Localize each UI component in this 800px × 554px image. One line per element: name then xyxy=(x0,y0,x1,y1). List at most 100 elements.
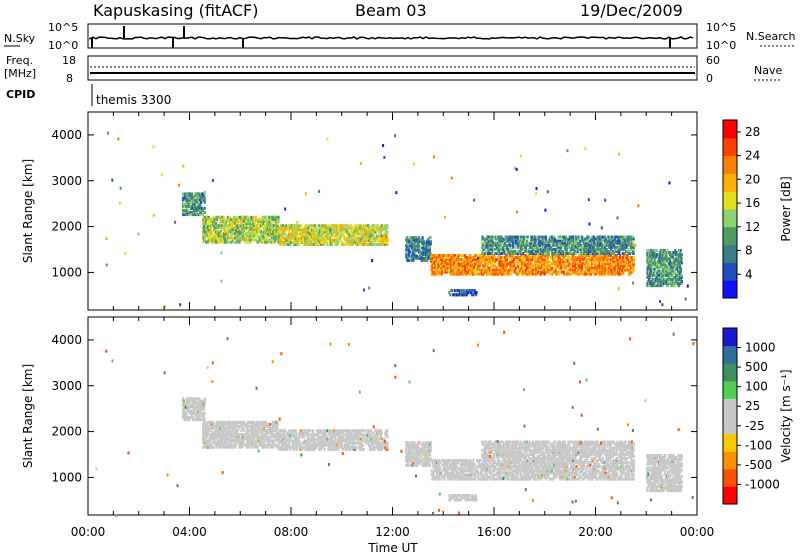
power-echo-cell xyxy=(607,264,610,268)
velocity-echo-cell xyxy=(181,397,185,401)
power-echo-speck xyxy=(119,186,122,190)
power-echo-cell xyxy=(619,243,622,247)
power-echo-cell xyxy=(542,258,545,262)
power-echo-cell xyxy=(410,246,413,250)
power-echo-cell xyxy=(548,250,551,253)
power-echo-cell xyxy=(339,230,343,234)
power-echo-cell xyxy=(589,239,592,243)
power-echo-cell xyxy=(673,280,676,283)
power-echo-cell xyxy=(680,275,683,279)
power-echo-cell xyxy=(343,236,346,240)
power-echo-cell xyxy=(578,268,581,272)
power-echo-cell xyxy=(354,240,357,244)
power-echo-cell xyxy=(233,240,236,244)
power-echo-cell xyxy=(454,264,457,268)
power-echo-cell xyxy=(542,266,546,270)
power-echo-cell xyxy=(629,272,633,276)
velocity-echo-cell xyxy=(252,441,255,445)
power-echo-cell xyxy=(226,217,229,221)
power-echo-cell xyxy=(484,239,487,243)
freq-tick-high: 18 xyxy=(62,54,76,67)
velocity-echo-cell xyxy=(238,420,241,424)
power-echo-cell xyxy=(497,243,500,247)
power-echo-cell xyxy=(521,258,524,262)
power-echo-cell xyxy=(444,270,447,274)
power-echo-cell xyxy=(326,234,329,238)
power-echo-cell xyxy=(623,245,626,249)
power-echo-cell xyxy=(659,263,662,267)
power-echo-cell xyxy=(434,256,437,260)
power-echo-cell xyxy=(564,266,567,270)
power-echo-cell xyxy=(370,240,373,244)
power-echo-cell xyxy=(548,272,551,276)
power-echo-cell xyxy=(459,254,462,258)
power-echo-cell xyxy=(625,235,628,239)
power-echo-cell xyxy=(546,260,549,264)
power-echo-cell xyxy=(676,265,679,269)
velocity-echo-cell xyxy=(223,443,226,447)
velocity-echo-cell xyxy=(195,416,198,419)
power-echo-cell xyxy=(492,237,495,241)
power-echo-cell xyxy=(600,258,603,262)
power-echo-cell xyxy=(378,242,381,246)
power-echo-cell xyxy=(543,258,546,262)
power-echo-cell xyxy=(222,224,225,228)
power-echo-cell xyxy=(602,268,605,272)
power-echo-cell xyxy=(596,247,599,251)
power-echo-cell xyxy=(460,260,463,264)
power-echo-cell xyxy=(560,262,563,266)
power-echo-cell xyxy=(441,270,444,274)
power-echo-cell xyxy=(540,270,543,274)
velocity-echo-cell xyxy=(224,420,227,424)
power-echo-cell xyxy=(533,241,537,245)
power-echo-cell xyxy=(420,254,423,258)
power-echo-cell xyxy=(519,258,522,262)
power-echo-cell xyxy=(271,238,274,242)
power-echo-cell xyxy=(494,237,498,241)
power-echo-cell xyxy=(546,262,549,266)
velocity-echo-cell xyxy=(268,437,271,441)
power-echo-cell xyxy=(678,280,681,283)
velocity-echo-cell xyxy=(217,422,220,426)
power-echo-cell xyxy=(426,258,429,262)
power-echo-cell xyxy=(206,224,209,228)
power-echo-cell xyxy=(671,263,674,267)
power-echo-cell xyxy=(321,226,324,230)
power-echo-cell xyxy=(343,226,346,230)
power-echo-cell xyxy=(426,240,429,244)
power-echo-cell xyxy=(262,234,265,238)
power-echo-cell xyxy=(407,248,411,252)
power-echo-cell xyxy=(351,234,354,238)
power-echo-cell xyxy=(266,228,269,232)
power-echo-cell xyxy=(583,272,586,276)
power-echo-cell xyxy=(189,200,192,204)
power-echo-cell xyxy=(594,264,597,268)
power-colorbar-swatch xyxy=(723,244,737,263)
power-echo-cell xyxy=(210,232,213,236)
power-echo-cell xyxy=(426,252,429,256)
power-echo-cell xyxy=(598,258,601,262)
power-echo-cell xyxy=(297,228,300,232)
velocity-echo-cell xyxy=(206,429,209,433)
velocity-echo-cell xyxy=(256,445,259,449)
velocity-echo-cell xyxy=(206,431,209,435)
power-echo-cell xyxy=(538,243,541,247)
power-echo-cell xyxy=(603,272,606,276)
power-echo-cell xyxy=(649,269,653,273)
power-echo-cell xyxy=(537,272,540,276)
power-echo-cell xyxy=(314,238,317,242)
power-echo-cell xyxy=(538,262,541,266)
power-echo-cell xyxy=(554,270,557,274)
power-echo-cell xyxy=(444,260,447,264)
power-colorbar-swatch xyxy=(723,120,737,139)
power-echo-cell xyxy=(509,245,512,249)
power-echo-cell xyxy=(237,234,240,238)
power-echo-cell xyxy=(679,267,682,271)
power-echo-cell xyxy=(496,270,499,274)
velocity-echo-cell xyxy=(237,435,240,439)
power-echo-cell xyxy=(649,257,652,261)
power-echo-cell xyxy=(659,280,662,283)
power-echo-cell xyxy=(505,239,508,243)
power-echo-speck xyxy=(408,240,411,244)
power-echo-cell xyxy=(287,242,290,246)
